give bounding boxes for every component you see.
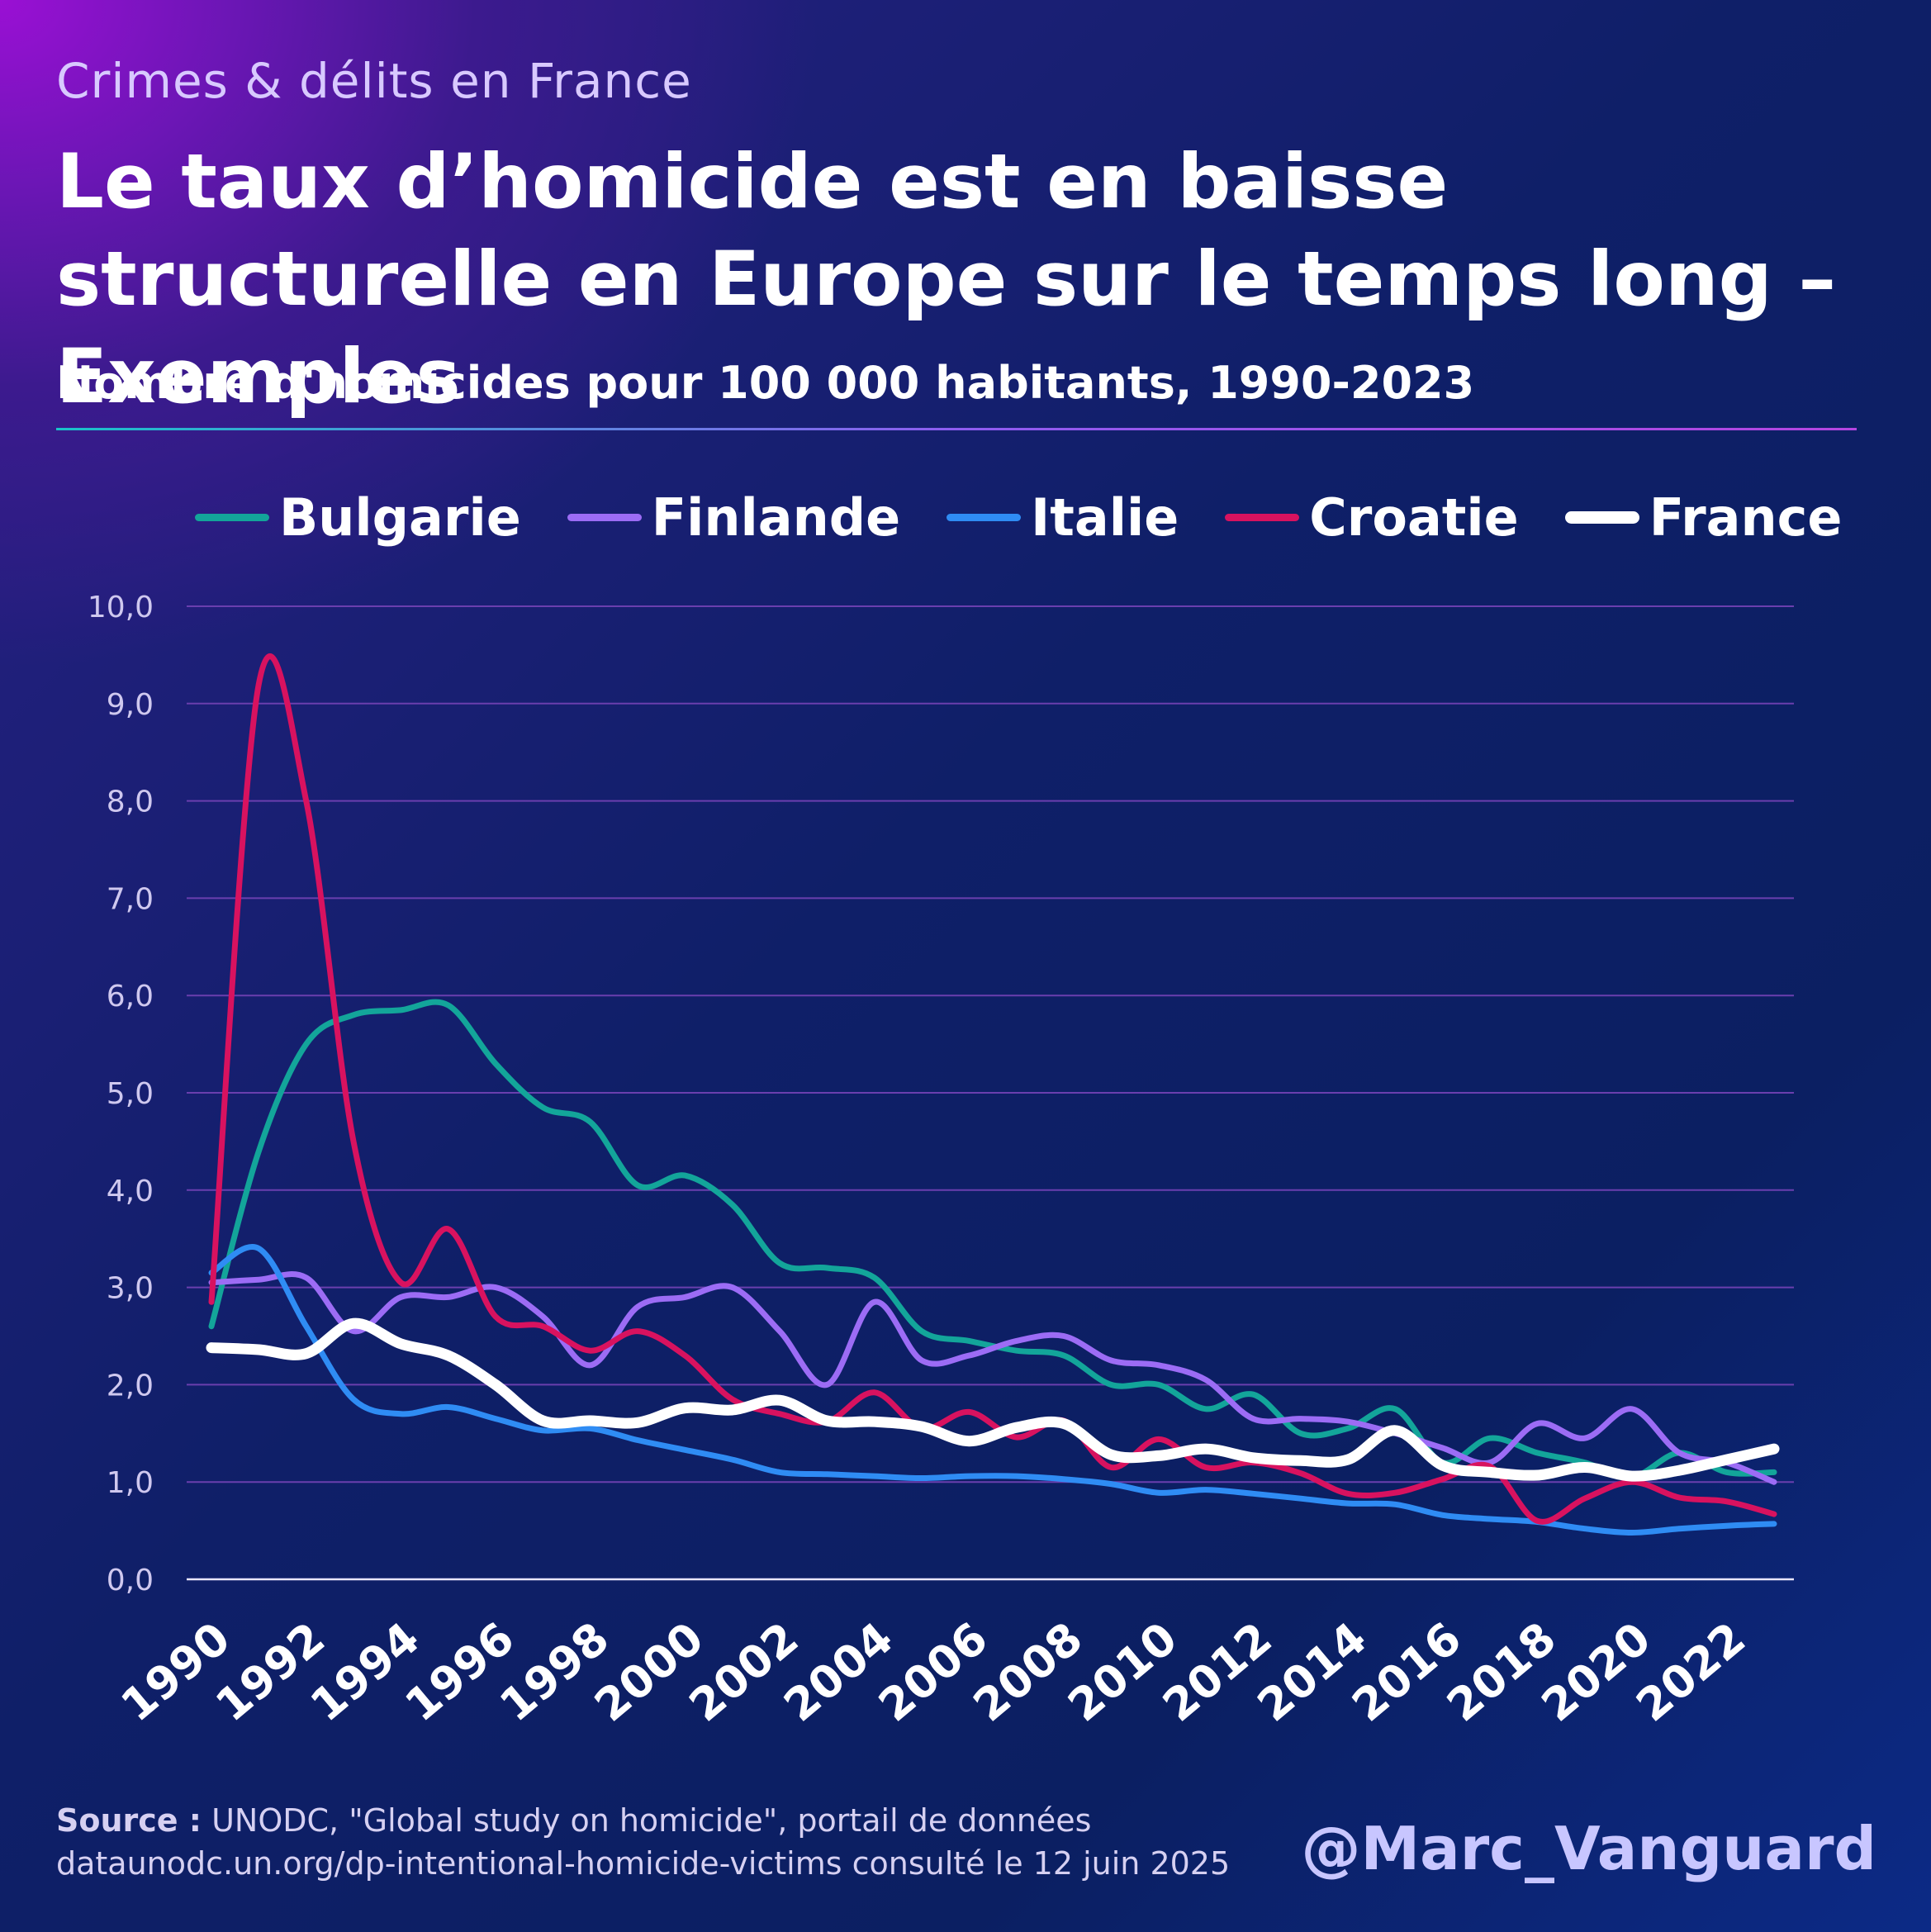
legend-item-croatie: Croatie (1225, 487, 1519, 548)
y-tick-label: 8,0 (107, 786, 154, 819)
x-tick-label: 2008 (964, 1612, 1093, 1732)
x-tick-label: 2022 (1626, 1612, 1755, 1732)
y-tick-label: 1,0 (107, 1466, 154, 1500)
legend-label-bulgarie: Bulgarie (279, 487, 521, 548)
series-line-croatie (208, 653, 1777, 1525)
x-tick-label: 2002 (680, 1612, 809, 1732)
x-tick-label: 2018 (1437, 1612, 1566, 1732)
legend-swatch-bulgarie (195, 513, 269, 521)
legend: Bulgarie Finlande Italie Croatie France (195, 484, 1888, 550)
legend-item-finlande: Finlande (567, 487, 900, 548)
source-note: Source : UNODC, "Global study on homicid… (56, 1799, 1230, 1885)
y-tick-label: 0,0 (107, 1564, 154, 1597)
series-line-italie (208, 1244, 1777, 1536)
x-tick-label: 2004 (774, 1612, 903, 1732)
x-tick-label: 1992 (206, 1612, 334, 1732)
y-tick-label: 6,0 (107, 980, 154, 1013)
x-tick-label: 2016 (1342, 1612, 1471, 1732)
y-tick-label: 3,0 (107, 1272, 154, 1306)
legend-item-bulgarie: Bulgarie (195, 487, 521, 548)
legend-label-croatie: Croatie (1309, 487, 1519, 548)
y-tick-label: 7,0 (107, 882, 154, 916)
legend-swatch-croatie (1225, 513, 1300, 521)
legend-swatch-finlande (567, 513, 642, 521)
source-label: Source : (56, 1802, 202, 1839)
series-line-france (206, 1317, 1780, 1482)
series-line-bulgarie (208, 999, 1777, 1480)
legend-item-france: France (1564, 487, 1843, 548)
y-tick-label: 9,0 (107, 688, 154, 722)
x-tick-label: 1994 (301, 1612, 429, 1732)
title-divider (56, 428, 1857, 430)
y-tick-label: 5,0 (107, 1077, 154, 1111)
y-tick-label: 10,0 (88, 591, 154, 624)
legend-swatch-france (1564, 510, 1639, 524)
x-tick-label: 1996 (396, 1612, 524, 1732)
legend-item-italie: Italie (947, 487, 1179, 548)
chart-subtitle: Nombre d'homicides pour 100 000 habitant… (56, 357, 1475, 409)
x-tick-label: 2006 (869, 1612, 998, 1732)
x-tick-label: 2020 (1532, 1612, 1661, 1732)
y-tick-label: 4,0 (107, 1175, 154, 1208)
x-tick-label: 2000 (585, 1612, 714, 1732)
y-tick-label: 2,0 (107, 1369, 154, 1403)
source-url: dataunodc.un.org/dp-intentional-homicide… (56, 1845, 1231, 1882)
x-tick-label: 2012 (1153, 1612, 1282, 1732)
x-tick-label: 2010 (1058, 1612, 1187, 1732)
source-text: UNODC, "Global study on homicide", porta… (211, 1802, 1092, 1839)
legend-label-finlande: Finlande (651, 487, 901, 548)
x-tick-label: 2014 (1248, 1612, 1377, 1732)
chart-title: Le taux d’homicide est en baisse structu… (56, 139, 1836, 420)
x-tick-label: 1998 (490, 1612, 619, 1732)
legend-label-france: France (1649, 487, 1843, 548)
x-tick-label: 1990 (111, 1612, 240, 1732)
author-handle: @Marc_Vanguard (1301, 1814, 1876, 1883)
legend-swatch-italie (947, 513, 1022, 521)
kicker-text: Crimes & délits en France (56, 53, 692, 109)
legend-label-italie: Italie (1031, 487, 1179, 548)
